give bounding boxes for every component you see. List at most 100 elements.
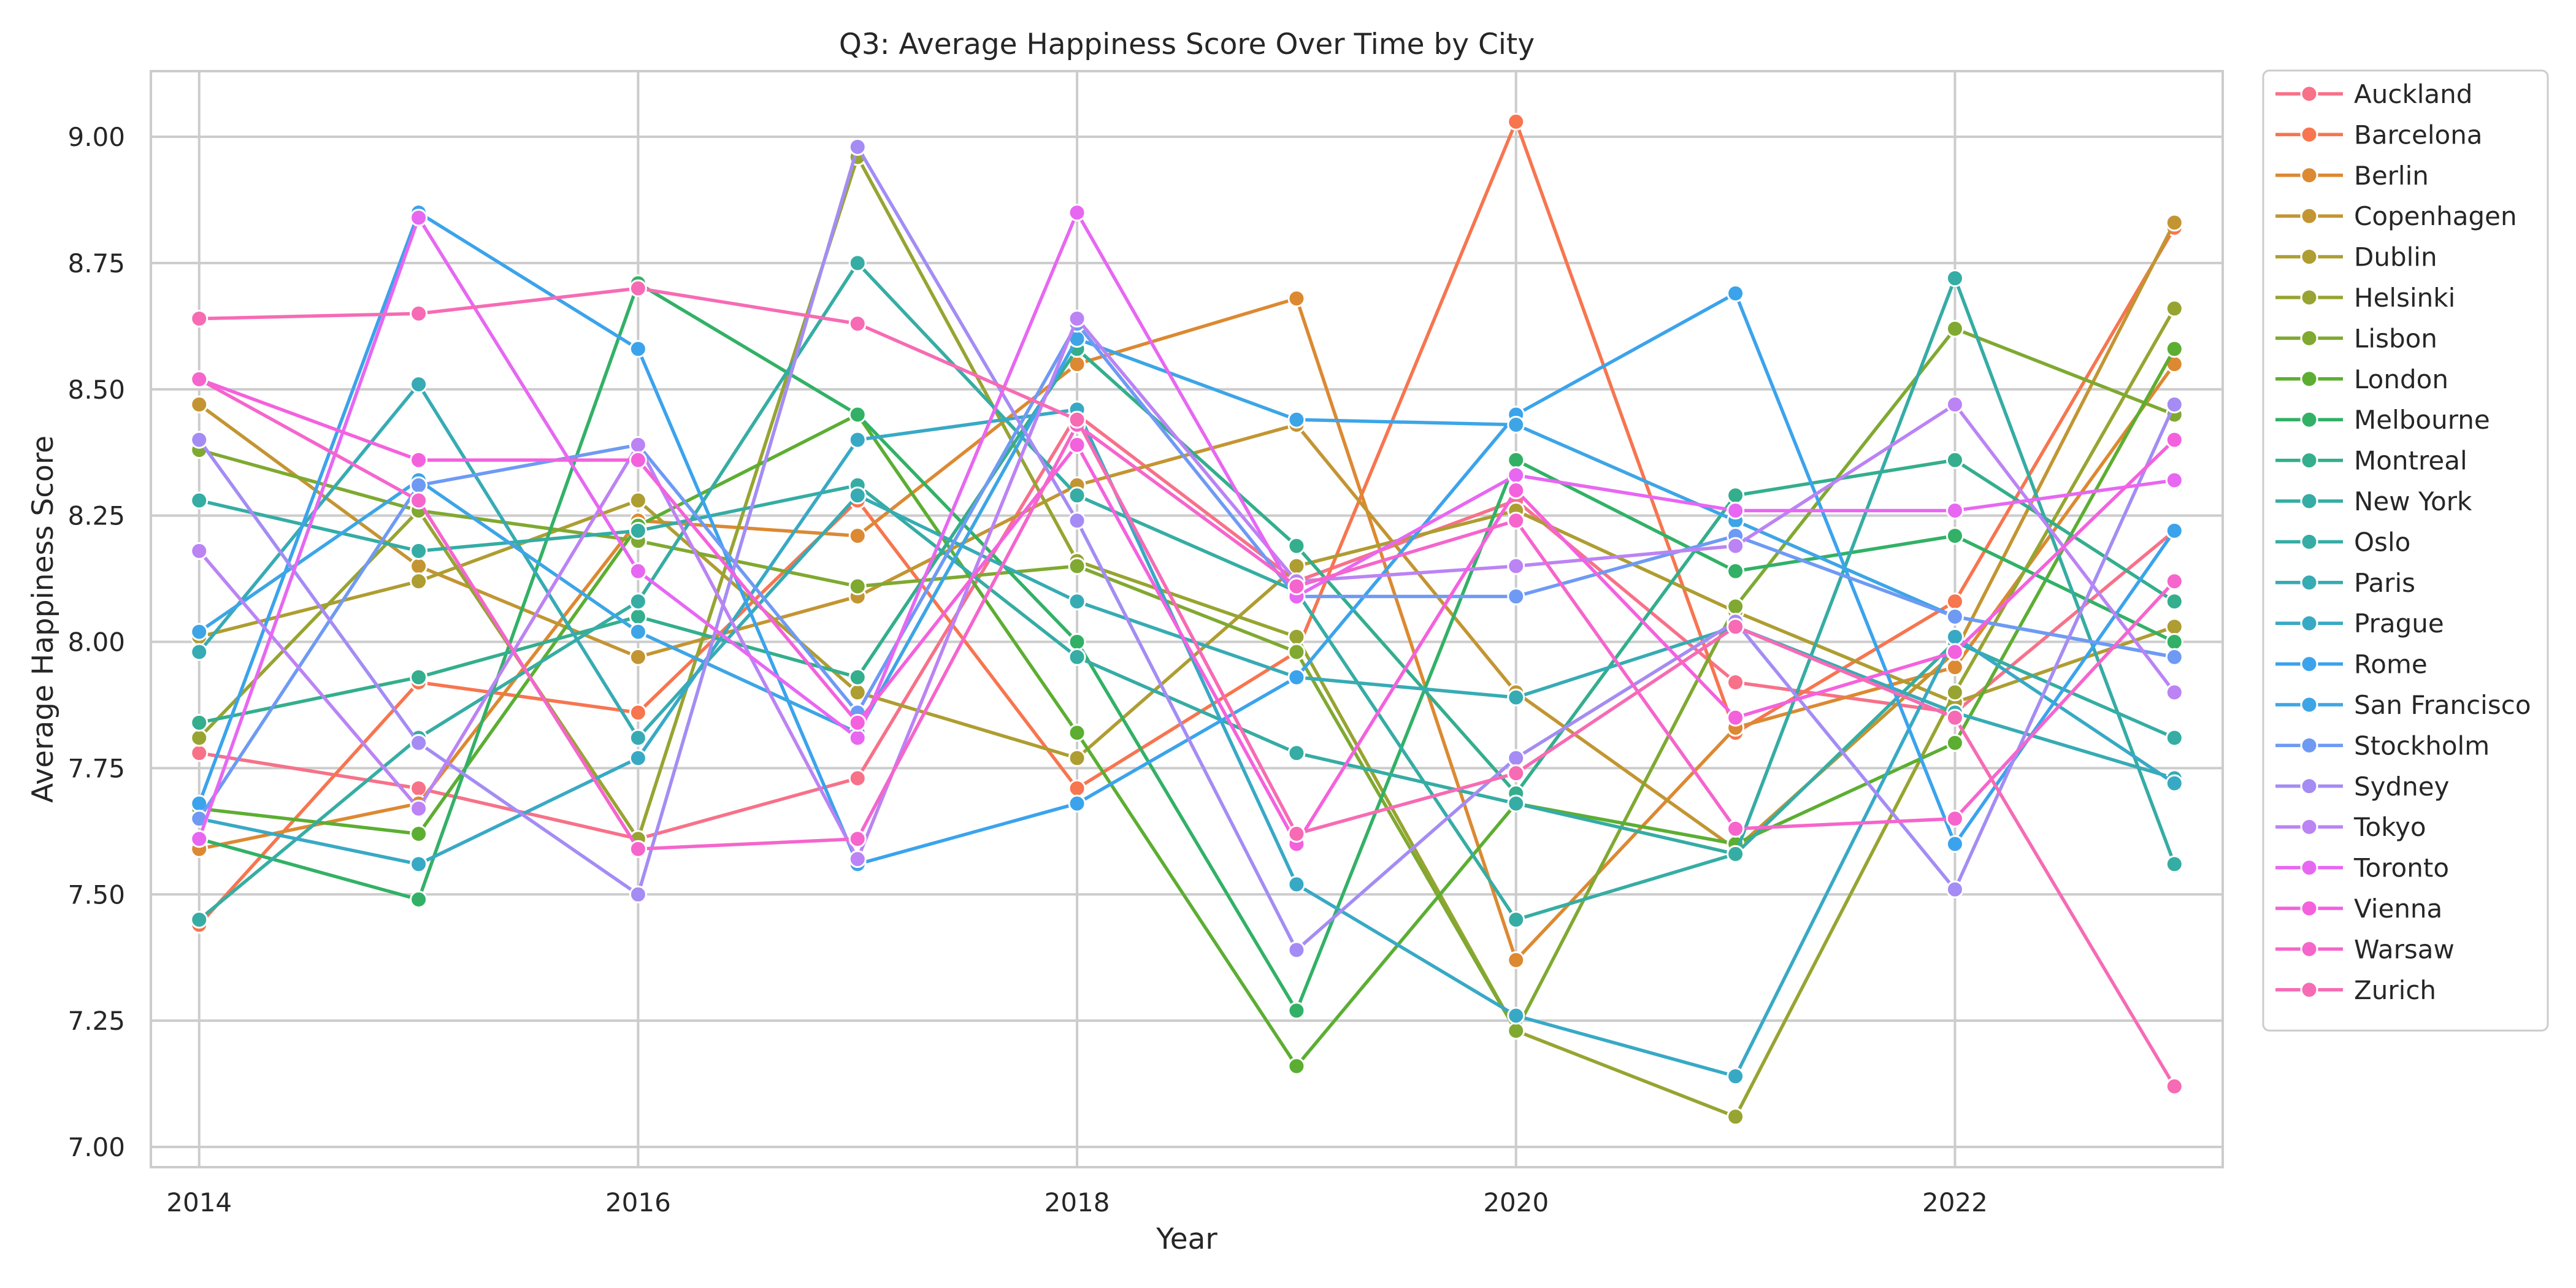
legend-marker bbox=[2300, 614, 2318, 632]
series-line-sydney bbox=[197, 145, 2177, 952]
y-tick-label: 8.25 bbox=[67, 501, 125, 531]
legend-marker bbox=[2300, 981, 2318, 999]
legend-marker bbox=[2300, 655, 2318, 673]
data-point-london bbox=[410, 824, 428, 843]
legend-label: Warsaw bbox=[2354, 934, 2455, 964]
data-point-oslo bbox=[848, 254, 867, 272]
data-point-sydney bbox=[410, 734, 428, 752]
data-point-warsaw bbox=[2165, 572, 2183, 591]
series-line-tokyo bbox=[197, 316, 2177, 861]
data-point-warsaw bbox=[1727, 819, 1745, 838]
data-point-toronto bbox=[629, 562, 647, 580]
data-point-oslo bbox=[1727, 845, 1745, 863]
data-point-toronto bbox=[410, 209, 428, 227]
data-point-rome bbox=[1727, 284, 1745, 302]
data-point-zurich bbox=[848, 315, 867, 333]
legend-item-zurich: Zurich bbox=[2275, 975, 2436, 1005]
legend-label: Barcelona bbox=[2354, 120, 2483, 150]
legend-label: Prague bbox=[2354, 608, 2444, 638]
data-point-copenhagen bbox=[2165, 213, 2183, 232]
series-line-paris bbox=[197, 382, 2177, 780]
data-point-toronto bbox=[2165, 471, 2183, 489]
series-line-san-francisco bbox=[197, 337, 2177, 735]
data-point-lisbon bbox=[1068, 557, 1086, 575]
legend-item-london: London bbox=[2275, 364, 2448, 394]
data-point-new-york bbox=[1507, 794, 1525, 813]
data-point-san-francisco bbox=[190, 623, 209, 641]
series-line-warsaw bbox=[197, 377, 2177, 851]
data-point-melbourne bbox=[410, 891, 428, 909]
y-tick-label: 8.75 bbox=[67, 248, 125, 278]
data-point-prague bbox=[1727, 1067, 1745, 1086]
legend-label: San Francisco bbox=[2354, 690, 2531, 720]
legend-item-barcelona: Barcelona bbox=[2275, 120, 2483, 150]
legend-item-auckland: Auckland bbox=[2275, 79, 2472, 109]
data-point-warsaw bbox=[410, 491, 428, 510]
data-point-lisbon bbox=[1507, 1022, 1525, 1040]
legend-label: Montreal bbox=[2354, 446, 2467, 476]
y-tick-label: 7.75 bbox=[67, 753, 125, 783]
series-line-zurich bbox=[197, 286, 2177, 1088]
legend-marker bbox=[2300, 777, 2318, 795]
data-point-zurich bbox=[1945, 708, 1964, 727]
legend-marker bbox=[2300, 859, 2318, 877]
data-point-melbourne bbox=[2165, 633, 2183, 651]
data-point-auckland bbox=[190, 744, 209, 762]
data-point-vienna bbox=[410, 451, 428, 469]
data-point-rome bbox=[1945, 835, 1964, 853]
data-point-berlin bbox=[848, 527, 867, 545]
data-point-zurich bbox=[1507, 764, 1525, 783]
legend-item-rome: Rome bbox=[2275, 650, 2428, 680]
data-point-barcelona bbox=[1068, 779, 1086, 797]
legend-marker bbox=[2300, 818, 2318, 836]
legend-label: Paris bbox=[2354, 568, 2415, 598]
data-point-copenhagen bbox=[410, 557, 428, 575]
data-point-tokyo bbox=[2165, 683, 2183, 702]
y-tick-label: 8.00 bbox=[67, 627, 125, 657]
legend-marker bbox=[2300, 85, 2318, 103]
data-point-prague bbox=[1287, 875, 1306, 894]
data-point-tokyo bbox=[1945, 396, 1964, 414]
legend-label: Copenhagen bbox=[2354, 201, 2517, 231]
series-line-copenhagen bbox=[197, 221, 2177, 851]
data-point-tokyo bbox=[848, 850, 867, 868]
data-point-stockholm bbox=[1507, 587, 1525, 605]
y-tick-label: 7.00 bbox=[67, 1132, 125, 1162]
data-point-melbourne bbox=[1507, 451, 1525, 469]
data-point-toronto bbox=[848, 729, 867, 747]
data-point-prague bbox=[1507, 1006, 1525, 1025]
data-point-paris bbox=[848, 486, 867, 505]
data-point-montreal bbox=[1287, 537, 1306, 555]
series-line-lisbon bbox=[197, 327, 2177, 1033]
data-point-montreal bbox=[190, 713, 209, 732]
legend-marker bbox=[2300, 207, 2318, 225]
data-point-helsinki bbox=[1945, 683, 1964, 702]
series-line-vienna bbox=[197, 377, 2177, 846]
data-point-new-york bbox=[629, 521, 647, 540]
plot-frame bbox=[150, 70, 2224, 1168]
x-tick-label: 2018 bbox=[1045, 1187, 1110, 1217]
data-point-stockholm bbox=[1945, 607, 1964, 626]
data-point-zurich bbox=[190, 310, 209, 328]
legend-marker bbox=[2300, 125, 2318, 144]
data-point-montreal bbox=[1727, 486, 1745, 505]
data-point-rome bbox=[2165, 521, 2183, 540]
data-point-san-francisco bbox=[1287, 410, 1306, 429]
data-point-san-francisco bbox=[1507, 415, 1525, 434]
data-point-paris bbox=[410, 375, 428, 394]
axis-layer: 2014 2016 2018 2020 2022 7.00 7.25 7.50 7.75 8.00… bbox=[67, 122, 1987, 1217]
legend-frame bbox=[2262, 69, 2549, 1032]
legend-label: Vienna bbox=[2354, 894, 2442, 924]
data-point-london bbox=[1068, 724, 1086, 742]
data-point-tokyo bbox=[1727, 537, 1745, 555]
data-point-montreal bbox=[848, 668, 867, 686]
legend-item-helsinki: Helsinki bbox=[2275, 283, 2455, 313]
legend-item-oslo: Oslo bbox=[2275, 527, 2410, 557]
legend-item-dublin: Dublin bbox=[2275, 242, 2437, 272]
legend-marker bbox=[2300, 492, 2318, 510]
legend-item-berlin: Berlin bbox=[2275, 161, 2429, 191]
legend-marker bbox=[2300, 288, 2318, 307]
data-point-rome bbox=[1287, 668, 1306, 686]
legend-item-melbourne: Melbourne bbox=[2275, 405, 2490, 435]
legend-label: Auckland bbox=[2354, 79, 2472, 109]
